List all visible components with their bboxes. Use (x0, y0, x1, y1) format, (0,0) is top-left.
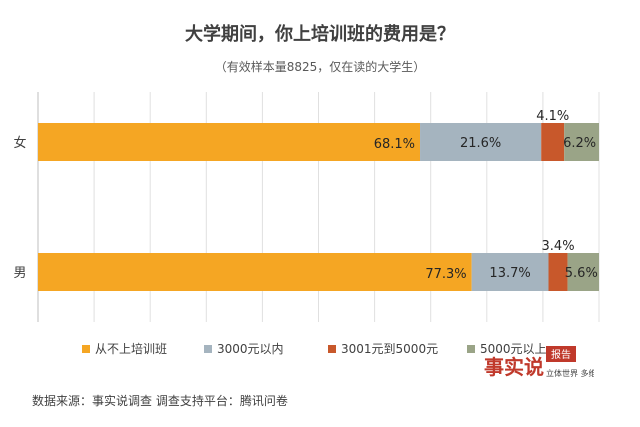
legend-swatch (328, 344, 336, 353)
source-note: 数据来源：事实说调查 调查支持平台：腾讯问卷 (32, 394, 288, 408)
data-label: 5.6% (565, 266, 598, 281)
bar-segment (38, 123, 421, 161)
legend-item: 3000元以内 (204, 340, 284, 357)
legend-label: 3000元以内 (217, 342, 284, 356)
data-label: 77.3% (425, 267, 466, 282)
bar-segment (38, 253, 472, 291)
bar-segment (564, 123, 599, 161)
data-label: 21.6% (460, 136, 501, 151)
logo-tagline: 立体世界 多维选择 (546, 368, 594, 378)
logo-main-text: 事实说 (484, 355, 544, 379)
logo-badge-bg (546, 346, 576, 362)
logo-badge-text: 报告 (551, 348, 571, 361)
data-label: 13.7% (489, 266, 530, 281)
chart-title: 大学期间，你上培训班的费用是？ (185, 24, 455, 45)
legend-item: 3001元到5000元 (328, 340, 438, 357)
legend-item: 5000元以上 (467, 340, 547, 357)
data-label: 68.1% (374, 137, 415, 152)
chart-subtitle: （有效样本量8825，仅在读的大学生） (214, 60, 426, 74)
data-label: 4.1% (536, 109, 569, 124)
brand-logo: 事实说 报告 立体世界 多维选择 (484, 344, 613, 384)
bar-segment (567, 253, 599, 291)
legend-label: 5000元以上 (480, 342, 547, 356)
bar-segment (420, 123, 542, 161)
legend-label: 3001元到5000元 (341, 342, 439, 356)
data-label: 6.2% (563, 136, 596, 151)
bar-segment (541, 123, 565, 161)
legend-item: 从不上培训班 (82, 340, 167, 357)
bar-segment (471, 253, 549, 291)
legend-swatch (467, 344, 475, 353)
legend-label: 从不上培训班 (95, 342, 168, 356)
category-label: 男 (13, 266, 26, 281)
data-label: 3.4% (542, 239, 575, 254)
category-label: 女 (13, 135, 26, 151)
legend-swatch (204, 344, 212, 353)
bar-segment (548, 253, 568, 291)
legend-swatch (82, 344, 90, 353)
